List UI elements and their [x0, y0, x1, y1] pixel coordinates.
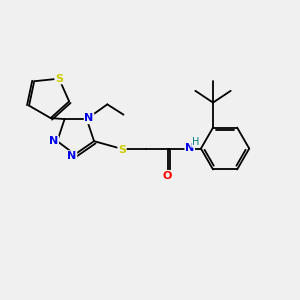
Text: N: N	[67, 151, 76, 161]
Text: S: S	[55, 74, 63, 84]
Text: H: H	[192, 137, 199, 147]
Text: N: N	[185, 143, 194, 153]
Text: O: O	[163, 171, 172, 181]
Text: N: N	[49, 136, 58, 146]
Text: S: S	[118, 145, 126, 155]
Text: N: N	[84, 113, 94, 124]
